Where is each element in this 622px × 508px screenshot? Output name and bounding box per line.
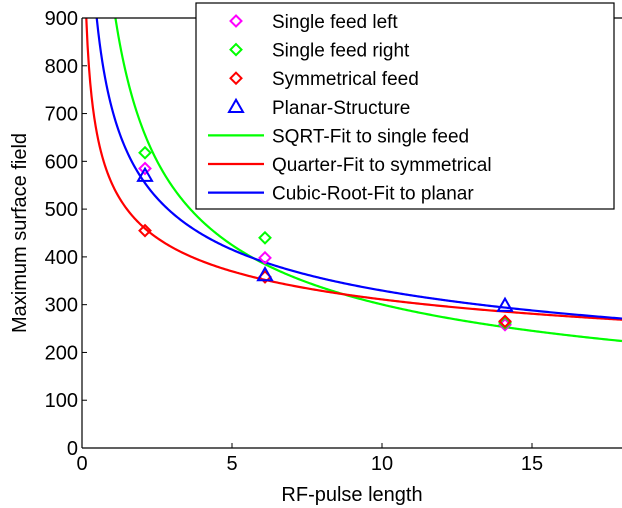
point-symmetrical-feed	[498, 314, 512, 329]
point-symmetrical-feed	[138, 223, 152, 238]
legend-label-sqrt-fit-to-single-feed: SQRT-Fit to single feed	[272, 126, 469, 147]
legend-marker-planar-structure	[227, 97, 245, 114]
fit-curve-sqrt-fit-to-single-feed	[114, 18, 622, 343]
legend-label-single-feed-left: Single feed left	[272, 12, 398, 33]
y-tick-label: 300	[45, 295, 78, 317]
legend-label-symmetrical-feed: Symmetrical feed	[272, 69, 419, 90]
point-planar-structure	[136, 166, 154, 182]
y-tick-label: 800	[45, 56, 78, 78]
point-single-feed-right	[138, 145, 152, 160]
x-tick-label: 5	[226, 453, 237, 475]
legend-label-planar-structure: Planar-Structure	[272, 98, 410, 119]
x-tick-label: 15	[521, 453, 543, 475]
y-axis-label: Maximum surface field	[9, 133, 31, 333]
y-tick-label: 700	[45, 104, 78, 126]
y-tick-label: 400	[45, 247, 78, 269]
point-single-feed-right	[258, 230, 272, 245]
point-single-feed-left	[138, 161, 152, 176]
y-tick-label: 600	[45, 151, 78, 173]
x-tick-label: 0	[76, 453, 87, 475]
legend-label-quarter-fit-to-symmetrical: Quarter-Fit to symmetrical	[272, 155, 492, 176]
y-tick-label: 500	[45, 199, 78, 221]
legend: Single feed left Single feed right Symmetr…	[195, 2, 615, 210]
legend-label-single-feed-right: Single feed right	[272, 41, 410, 62]
y-tick-label: 900	[45, 8, 78, 30]
legend-box	[195, 2, 615, 210]
fit-curve-quarter-fit-to-symmetrical	[85, 18, 622, 321]
data-points	[136, 145, 514, 332]
y-tick-label: 200	[45, 342, 78, 364]
x-axis-label: RF-pulse length	[281, 484, 422, 506]
y-tick-label: 0	[67, 438, 78, 460]
point-single-feed-right	[498, 315, 512, 330]
legend-marker-single-feed-right	[229, 42, 243, 57]
point-planar-structure	[256, 266, 274, 282]
point-planar-structure	[496, 296, 514, 312]
legend-label-cubic-root-fit-to-planar: Cubic-Root-Fit to planar	[272, 184, 474, 205]
legend-marker-symmetrical-feed	[229, 71, 243, 86]
fit-curves	[85, 18, 622, 343]
fit-curve-cubic-root-fit-to-planar	[95, 18, 622, 320]
x-tick-label: 10	[371, 453, 393, 475]
legend-marker-single-feed-left	[229, 14, 243, 28]
point-single-feed-left	[258, 250, 272, 265]
y-tick-label: 100	[45, 390, 78, 412]
